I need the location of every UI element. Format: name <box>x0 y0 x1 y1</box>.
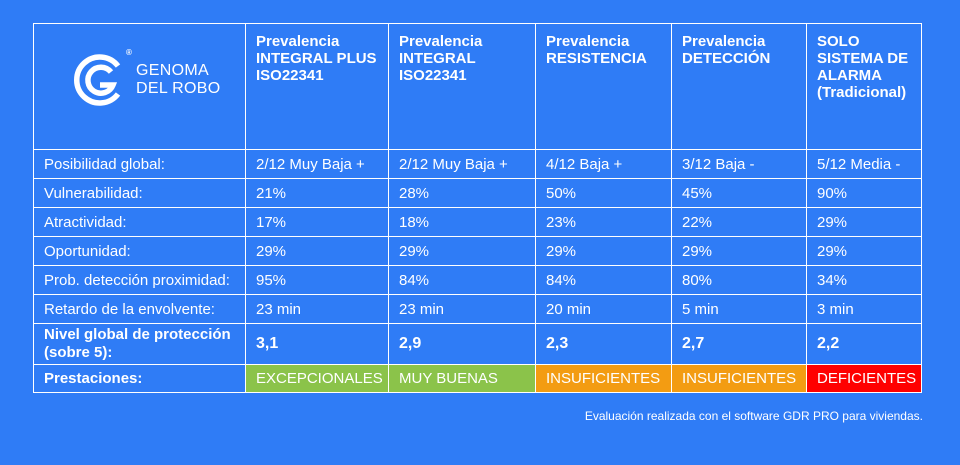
brand-line1: GENOMA <box>136 62 209 79</box>
table-cell: 4/12 Baja + <box>535 149 672 179</box>
table-cell: 23 min <box>388 294 536 324</box>
table-cell: 29% <box>671 236 807 266</box>
nivel-value: 2,9 <box>388 323 536 365</box>
table-cell: 28% <box>388 178 536 208</box>
genoma-logo-icon <box>74 54 121 106</box>
table-cell: 3/12 Baja - <box>671 149 807 179</box>
column-header: Prevalencia INTEGRAL PLUS ISO22341 <box>245 23 389 150</box>
column-header: Prevalencia INTEGRAL ISO22341 <box>388 23 536 150</box>
row-label: Vulnerabilidad: <box>33 178 246 208</box>
table-cell: 50% <box>535 178 672 208</box>
table-row: Oportunidad: 29% 29% 29% 29% 29% <box>33 236 922 266</box>
table-cell: 23 min <box>245 294 389 324</box>
row-label: Prob. detección proximidad: <box>33 265 246 295</box>
table-cell: 84% <box>535 265 672 295</box>
nivel-row: Nivel global de protección (sobre 5): 3,… <box>33 323 922 365</box>
table-row: Atractividad: 17% 18% 23% 22% 29% <box>33 207 922 237</box>
table-cell: 95% <box>245 265 389 295</box>
table-cell: 29% <box>535 236 672 266</box>
table-cell: 2/12 Muy Baja + <box>388 149 536 179</box>
table-cell: 17% <box>245 207 389 237</box>
registered-mark: ® <box>126 48 132 57</box>
table-cell: 23% <box>535 207 672 237</box>
table-cell: 5 min <box>671 294 807 324</box>
prestaciones-badge: INSUFICIENTES <box>535 364 672 393</box>
column-header: SOLO SISTEMA DE ALARMA (Tradicional) <box>806 23 922 150</box>
table-cell: 45% <box>671 178 807 208</box>
prestaciones-badge: EXCEPCIONALES <box>245 364 389 393</box>
table-cell: 29% <box>806 236 922 266</box>
comparison-table: GENOMA DEL ROBO ® Prevalencia INTEGRAL P… <box>33 23 922 393</box>
table-cell: 18% <box>388 207 536 237</box>
nivel-value: 2,7 <box>671 323 807 365</box>
table-cell: 84% <box>388 265 536 295</box>
table-row: Posibilidad global: 2/12 Muy Baja + 2/12… <box>33 149 922 179</box>
table-cell: 2/12 Muy Baja + <box>245 149 389 179</box>
nivel-value: 3,1 <box>245 323 389 365</box>
row-label: Atractividad: <box>33 207 246 237</box>
prestaciones-badge: MUY BUENAS <box>388 364 536 393</box>
nivel-label: Nivel global de protección (sobre 5): <box>33 323 246 365</box>
nivel-value: 2,3 <box>535 323 672 365</box>
prestaciones-badge: INSUFICIENTES <box>671 364 807 393</box>
brand-logo: GENOMA DEL ROBO ® <box>72 48 221 108</box>
table-cell: 90% <box>806 178 922 208</box>
table-cell: 5/12 Media - <box>806 149 922 179</box>
table-cell: 20 min <box>535 294 672 324</box>
table-row: Prob. detección proximidad: 95% 84% 84% … <box>33 265 922 295</box>
column-header: Prevalencia RESISTENCIA <box>535 23 672 150</box>
nivel-value: 2,2 <box>806 323 922 365</box>
table-cell: 34% <box>806 265 922 295</box>
column-header: Prevalencia DETECCIÓN <box>671 23 807 150</box>
table-cell: 80% <box>671 265 807 295</box>
table-cell: 29% <box>245 236 389 266</box>
prestaciones-label: Prestaciones: <box>33 364 246 393</box>
prestaciones-row: Prestaciones: EXCEPCIONALES MUY BUENAS I… <box>33 364 922 393</box>
table-cell: 29% <box>806 207 922 237</box>
table-cell: 3 min <box>806 294 922 324</box>
row-label: Retardo de la envolvente: <box>33 294 246 324</box>
table-row: Retardo de la envolvente: 23 min 23 min … <box>33 294 922 324</box>
footnote: Evaluación realizada con el software GDR… <box>584 409 923 423</box>
header-row: GENOMA DEL ROBO ® Prevalencia INTEGRAL P… <box>33 23 922 150</box>
table-cell: 21% <box>245 178 389 208</box>
table-cell: 22% <box>671 207 807 237</box>
logo-cell: GENOMA DEL ROBO ® <box>33 23 246 150</box>
row-label: Oportunidad: <box>33 236 246 266</box>
brand-line2: DEL ROBO <box>136 80 221 97</box>
table-row: Vulnerabilidad: 21% 28% 50% 45% 90% <box>33 178 922 208</box>
table-cell: 29% <box>388 236 536 266</box>
prestaciones-badge: DEFICIENTES <box>806 364 922 393</box>
row-label: Posibilidad global: <box>33 149 246 179</box>
